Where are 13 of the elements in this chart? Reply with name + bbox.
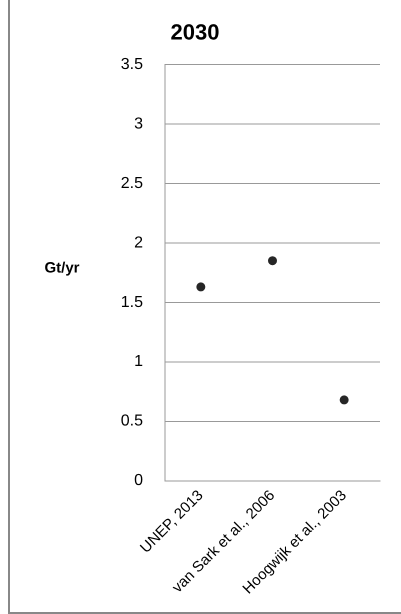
- y-tick-label: 0: [134, 472, 144, 490]
- y-tick-label: 2.5: [120, 174, 144, 192]
- point: [268, 256, 277, 266]
- y-tick-label: 1.5: [120, 294, 144, 311]
- point: [196, 282, 206, 292]
- y-axis-title: Gt/yr: [44, 260, 80, 277]
- y-tick-label: 1: [134, 353, 144, 370]
- y-tick-label: 0.5: [120, 412, 144, 430]
- y-tick-label: 2: [134, 234, 144, 252]
- chart-title: 2030: [170, 19, 220, 44]
- y-tick-label: 3: [134, 115, 144, 132]
- point: [340, 395, 349, 404]
- y-tick-label: 3.5: [120, 56, 144, 73]
